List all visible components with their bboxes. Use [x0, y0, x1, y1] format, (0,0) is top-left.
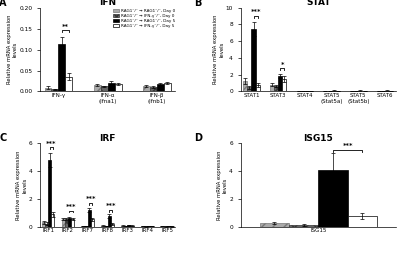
- Bar: [48, 160, 51, 227]
- Bar: [270, 85, 274, 91]
- Bar: [91, 219, 94, 227]
- Bar: [130, 226, 134, 227]
- Text: ***: ***: [46, 141, 56, 147]
- Bar: [289, 225, 318, 227]
- Bar: [121, 226, 124, 227]
- Bar: [141, 226, 144, 227]
- Bar: [44, 88, 52, 91]
- Bar: [45, 223, 48, 227]
- Bar: [101, 86, 108, 91]
- Bar: [143, 86, 150, 91]
- Text: D: D: [194, 133, 202, 143]
- Bar: [62, 219, 65, 227]
- Bar: [278, 76, 282, 91]
- Bar: [318, 170, 348, 227]
- Text: ***: ***: [342, 143, 353, 149]
- Bar: [252, 29, 256, 91]
- Title: STAT: STAT: [306, 0, 330, 7]
- Bar: [274, 86, 278, 91]
- Text: A: A: [0, 0, 7, 8]
- Bar: [51, 214, 54, 227]
- Bar: [42, 222, 45, 227]
- Text: B: B: [194, 0, 201, 8]
- Title: IFN: IFN: [99, 0, 116, 7]
- Bar: [102, 226, 104, 227]
- Bar: [65, 77, 72, 91]
- Y-axis label: Relative mRNA expression
levels: Relative mRNA expression levels: [16, 150, 27, 220]
- Bar: [68, 218, 71, 227]
- Bar: [128, 225, 130, 227]
- Text: ***: ***: [105, 203, 116, 209]
- Bar: [157, 84, 164, 91]
- Bar: [58, 44, 65, 91]
- Y-axis label: Relative mRNA expression
levels: Relative mRNA expression levels: [7, 15, 18, 84]
- Legend: RAG1⁻/⁻ → RAG1⁻/⁻, Day 0, RAG1⁻/⁻ → IFN-γ⁻/⁻, Day 0, RAG1⁻/⁻ → RAG1⁻/⁻, Day 5, R: RAG1⁻/⁻ → RAG1⁻/⁻, Day 0, RAG1⁻/⁻ → IFN-…: [112, 8, 176, 29]
- Bar: [94, 85, 101, 91]
- Bar: [52, 89, 58, 91]
- Text: ***: ***: [250, 9, 261, 15]
- Bar: [82, 226, 85, 227]
- Y-axis label: Relative mRNA expression
levels: Relative mRNA expression levels: [213, 15, 224, 84]
- Text: ***: ***: [86, 196, 96, 202]
- Bar: [124, 226, 128, 227]
- Bar: [111, 224, 114, 227]
- Bar: [104, 226, 108, 227]
- Bar: [71, 219, 74, 227]
- Bar: [150, 87, 157, 91]
- Title: ISG15: ISG15: [304, 134, 333, 143]
- Bar: [147, 226, 150, 227]
- Bar: [65, 219, 68, 227]
- Text: **: **: [62, 24, 69, 30]
- Bar: [167, 226, 170, 227]
- Bar: [348, 216, 377, 227]
- Bar: [256, 85, 260, 91]
- Bar: [85, 226, 88, 227]
- Bar: [247, 87, 252, 91]
- Bar: [164, 83, 171, 91]
- Bar: [282, 79, 286, 91]
- Bar: [108, 83, 114, 91]
- Text: *: *: [280, 62, 284, 68]
- Title: IRF: IRF: [99, 134, 116, 143]
- Bar: [161, 226, 164, 227]
- Bar: [88, 210, 91, 227]
- Text: C: C: [0, 133, 7, 143]
- Bar: [260, 223, 289, 227]
- Bar: [114, 84, 122, 91]
- Y-axis label: Relative mRNA expression
levels: Relative mRNA expression levels: [217, 150, 228, 220]
- Bar: [108, 216, 111, 227]
- Bar: [243, 81, 247, 91]
- Bar: [150, 226, 153, 227]
- Text: ***: ***: [66, 204, 76, 210]
